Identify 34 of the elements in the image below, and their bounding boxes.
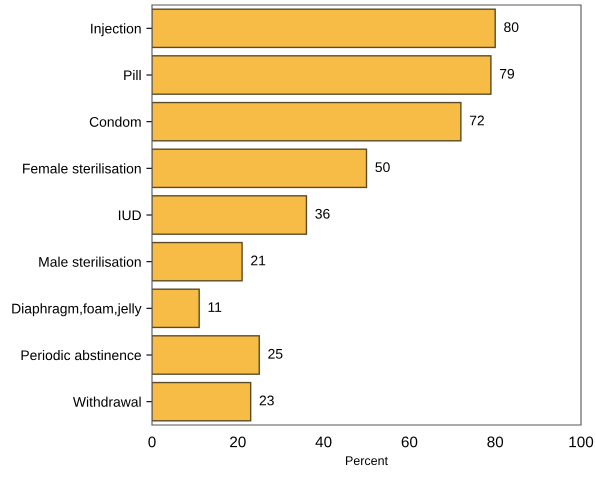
x-axis-title: Percent [346, 456, 388, 466]
data-label: 11 [208, 302, 222, 312]
y-tick-label: Withdrawal [72, 396, 141, 407]
y-tick-label: Injection [91, 23, 141, 36]
bar [152, 8, 496, 48]
y-tick-label: Diaphragm,foam,jelly [12, 303, 142, 316]
data-label: 23 [260, 396, 274, 406]
bar [152, 55, 492, 95]
x-tick-label: 0 [148, 436, 156, 448]
data-label: 50 [375, 162, 390, 172]
y-tick-label: Male sterilisation [39, 256, 141, 267]
data-label: 79 [500, 68, 514, 79]
x-tick-label: 40 [315, 436, 332, 448]
bar [152, 195, 308, 235]
y-tick-label: Periodic abstinence [22, 350, 141, 360]
data-label: 25 [268, 348, 282, 359]
data-label: 80 [504, 22, 518, 32]
x-tick-label: 100 [569, 436, 594, 448]
bar [152, 242, 243, 282]
data-label: 72 [470, 116, 484, 126]
y-tick-label: Pill [124, 70, 141, 80]
x-tick-label: 20 [230, 436, 246, 448]
data-label: 21 [251, 256, 266, 266]
bar [152, 148, 368, 188]
bar [152, 335, 260, 375]
y-tick-label: IUD [118, 210, 141, 220]
x-tick-label: 60 [402, 436, 418, 448]
y-tick-label: Condom [90, 116, 141, 127]
bar [152, 288, 200, 328]
y-tick-label: Female sterilisation [23, 163, 141, 174]
bar [152, 382, 252, 422]
bar [152, 102, 462, 142]
x-tick-label: 80 [487, 436, 504, 448]
data-label: 36 [315, 208, 330, 219]
